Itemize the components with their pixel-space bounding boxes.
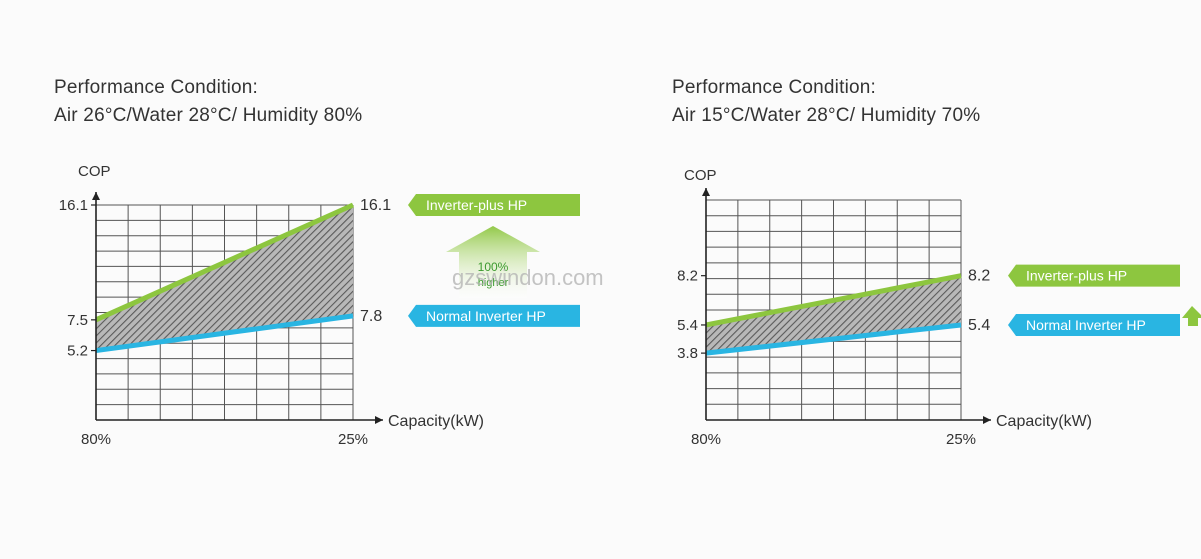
up-arrow-partial-icon — [1182, 306, 1201, 326]
condition-heading: Performance Condition: Air 15°C/Water 28… — [672, 74, 980, 130]
end-value-label: 16.1 — [360, 197, 391, 214]
end-value-label: 7.8 — [360, 308, 382, 325]
cop-chart-left: COP Capacity(kW) 16.1 7.5 5.2 80% 25% 16.1 Inver… — [59, 163, 604, 448]
condition-subtitle: Air 26°C/Water 28°C/ Humidity 80% — [54, 105, 363, 126]
end-value-label: 5.4 — [968, 317, 990, 334]
chart-panel-right: Performance Condition: Air 15°C/Water 28… — [600, 0, 1201, 559]
up-arrow-icon — [446, 226, 540, 298]
condition-title: Performance Condition: — [672, 77, 877, 98]
y-tick-label: 5.4 — [677, 317, 698, 334]
x-tick-label: 25% — [946, 431, 976, 448]
y-tick-label: 3.8 — [677, 345, 698, 362]
legend-tag-label: Inverter-plus HP — [426, 197, 527, 213]
x-tick-label: 80% — [691, 431, 721, 448]
series-line-normal-inverter — [95, 313, 354, 354]
y-axis-label: COP — [684, 167, 717, 184]
end-value-label: 8.2 — [968, 268, 990, 285]
y-axis-arrow-icon — [702, 188, 710, 196]
cop-chart-right: COP Capacity(kW) 8.2 5.4 3.8 80% 25% 8.2 Inverte… — [677, 167, 1201, 448]
x-tick-label: 80% — [81, 431, 111, 448]
legend-tag-label: Normal Inverter HP — [426, 308, 546, 324]
badge-text: higher — [478, 277, 509, 289]
y-tick-label: 8.2 — [677, 268, 698, 285]
y-axis-label: COP — [78, 163, 111, 180]
y-tick-label: 16.1 — [59, 197, 88, 214]
legend-tag-label: Inverter-plus HP — [1026, 268, 1127, 284]
legend-tag-inverter-plus: Inverter-plus HP — [1008, 264, 1180, 287]
legend-tag-normal-inverter: Normal Inverter HP — [408, 304, 580, 327]
grid — [95, 204, 354, 421]
higher-badge: 100% higher — [446, 226, 540, 298]
y-tick-label: 5.2 — [67, 343, 88, 360]
chart-panel-left: Performance Condition: Air 26°C/Water 28… — [0, 0, 604, 559]
condition-heading: Performance Condition: Air 26°C/Water 28… — [54, 74, 362, 130]
improvement-band — [706, 275, 961, 354]
legend-tag-inverter-plus: Inverter-plus HP — [408, 194, 580, 216]
series-line-inverter-plus — [705, 273, 962, 328]
badge-percent: 100% — [478, 260, 509, 274]
x-axis-label: Capacity(kW) — [388, 413, 484, 430]
x-axis-arrow-icon — [375, 416, 383, 424]
improvement-band — [96, 205, 353, 351]
legend-tag-shape — [1008, 264, 1180, 287]
x-tick-label: 25% — [338, 431, 368, 448]
legend-tag-shape — [408, 194, 580, 216]
series-line-inverter-plus — [94, 202, 355, 323]
x-axis-label: Capacity(kW) — [996, 413, 1092, 430]
condition-subtitle: Air 15°C/Water 28°C/ Humidity 70% — [672, 105, 981, 126]
condition-title: Performance Condition: — [54, 77, 259, 98]
watermark-text: gzswindon.com — [452, 265, 604, 290]
legend-tag-shape — [1008, 313, 1180, 336]
series-line-normal-inverter — [705, 322, 962, 356]
legend-tag-shape — [408, 304, 580, 327]
y-axis-arrow-icon — [92, 192, 100, 200]
legend-tag-label: Normal Inverter HP — [1026, 317, 1146, 333]
x-axis-arrow-icon — [983, 416, 991, 424]
y-tick-label: 7.5 — [67, 312, 88, 329]
legend-tag-normal-inverter: Normal Inverter HP — [1008, 313, 1180, 336]
